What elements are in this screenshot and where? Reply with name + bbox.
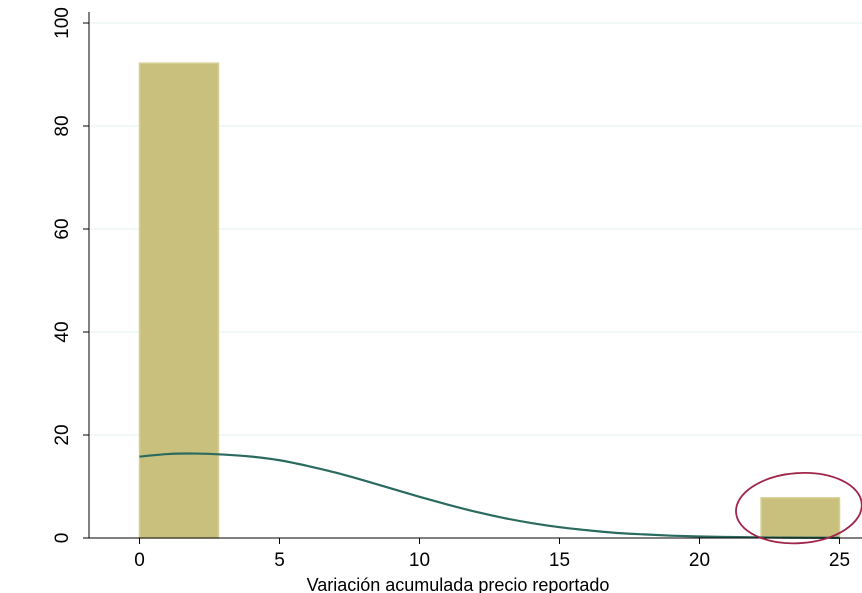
- y-tick-label-80: 80: [52, 115, 73, 136]
- x-tick-label-10: 10: [409, 550, 430, 571]
- x-tick-label-15: 15: [549, 550, 570, 571]
- x-tick-label-25: 25: [829, 550, 850, 571]
- histogram-bar-2: [760, 497, 841, 539]
- density-curve-layer: [139, 452, 840, 539]
- x-tick-label-0: 0: [134, 550, 145, 571]
- y-tick-label-0: 0: [52, 533, 73, 544]
- x-tick-label-20: 20: [689, 550, 710, 571]
- axis-ticks: 0 5 10 15 20 25 0 20 40 60 80 100: [52, 7, 850, 571]
- histogram-bar-1: [138, 62, 220, 539]
- x-axis-title: Variación acumulada precio reportado: [307, 575, 610, 593]
- y-tick-label-20: 20: [52, 424, 73, 445]
- y-tick-label-100: 100: [52, 7, 73, 39]
- histogram-bars: [138, 62, 841, 539]
- x-tick-label-5: 5: [274, 550, 285, 571]
- y-tick-label-60: 60: [52, 218, 73, 239]
- axes: [88, 12, 862, 539]
- density-curve-line-1: [139, 452, 840, 539]
- y-tick-label-40: 40: [52, 321, 73, 342]
